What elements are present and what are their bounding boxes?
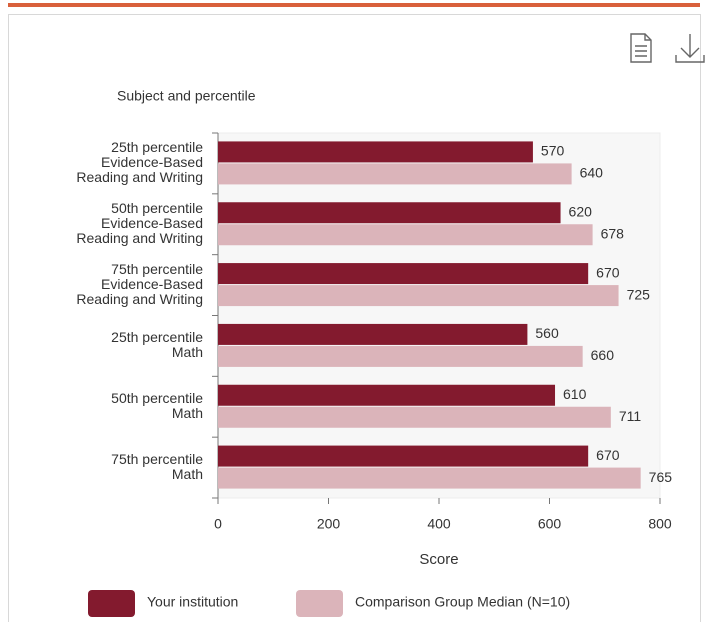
bar <box>218 163 572 185</box>
value-label: 560 <box>535 325 559 341</box>
y-tick-label: Reading and Writing <box>76 230 203 246</box>
bar <box>218 384 556 406</box>
value-label: 670 <box>596 447 620 463</box>
legend-swatch <box>88 590 135 617</box>
value-label: 640 <box>580 165 604 181</box>
y-tick-label: Math <box>172 466 203 482</box>
value-label: 765 <box>649 469 673 485</box>
bar <box>218 285 619 307</box>
y-tick-label: Math <box>172 405 203 421</box>
y-tick-label: Evidence-Based <box>101 276 203 292</box>
x-axis-title: Score <box>419 551 458 568</box>
download-icon[interactable] <box>675 34 705 63</box>
top-accent <box>8 3 700 7</box>
bar <box>218 406 611 428</box>
value-label: 660 <box>591 347 615 363</box>
legend-swatch <box>296 590 343 617</box>
value-label: 711 <box>619 408 642 424</box>
bar <box>218 224 593 246</box>
axis-title: Subject and percentile <box>117 88 256 104</box>
y-tick-label: 25th percentile <box>111 329 203 345</box>
x-tick-label: 800 <box>648 516 672 532</box>
bar <box>218 467 641 489</box>
bar <box>218 141 533 163</box>
value-label: 670 <box>596 264 620 280</box>
y-tick-label: 75th percentile <box>111 451 203 467</box>
legend-label: Your institution <box>147 594 238 610</box>
x-tick-label: 400 <box>427 516 451 532</box>
bar <box>218 323 528 345</box>
y-tick-label: 25th percentile <box>111 139 203 155</box>
value-label: 620 <box>569 203 593 219</box>
x-tick-label: 600 <box>538 516 562 532</box>
value-label: 610 <box>563 386 587 402</box>
plot-area <box>217 132 661 499</box>
y-tick-label: 75th percentile <box>111 261 203 277</box>
bar <box>218 202 561 224</box>
bar <box>218 263 589 285</box>
y-tick-label: Reading and Writing <box>76 291 203 307</box>
y-tick-label: 50th percentile <box>111 390 203 406</box>
view-data-icon[interactable] <box>630 33 652 63</box>
value-label: 678 <box>601 225 625 241</box>
y-tick-label: Math <box>172 344 203 360</box>
x-tick-label: 0 <box>214 516 222 532</box>
bar <box>218 345 583 367</box>
legend-label: Comparison Group Median (N=10) <box>355 594 570 610</box>
y-tick-label: Evidence-Based <box>101 154 203 170</box>
y-tick-label: Evidence-Based <box>101 215 203 231</box>
x-tick-label: 200 <box>317 516 341 532</box>
value-label: 725 <box>627 286 651 302</box>
y-tick-label: Reading and Writing <box>76 169 203 185</box>
card-border <box>8 14 701 622</box>
value-label: 570 <box>541 143 565 159</box>
y-tick-label: 50th percentile <box>111 200 203 216</box>
bar <box>218 445 589 467</box>
